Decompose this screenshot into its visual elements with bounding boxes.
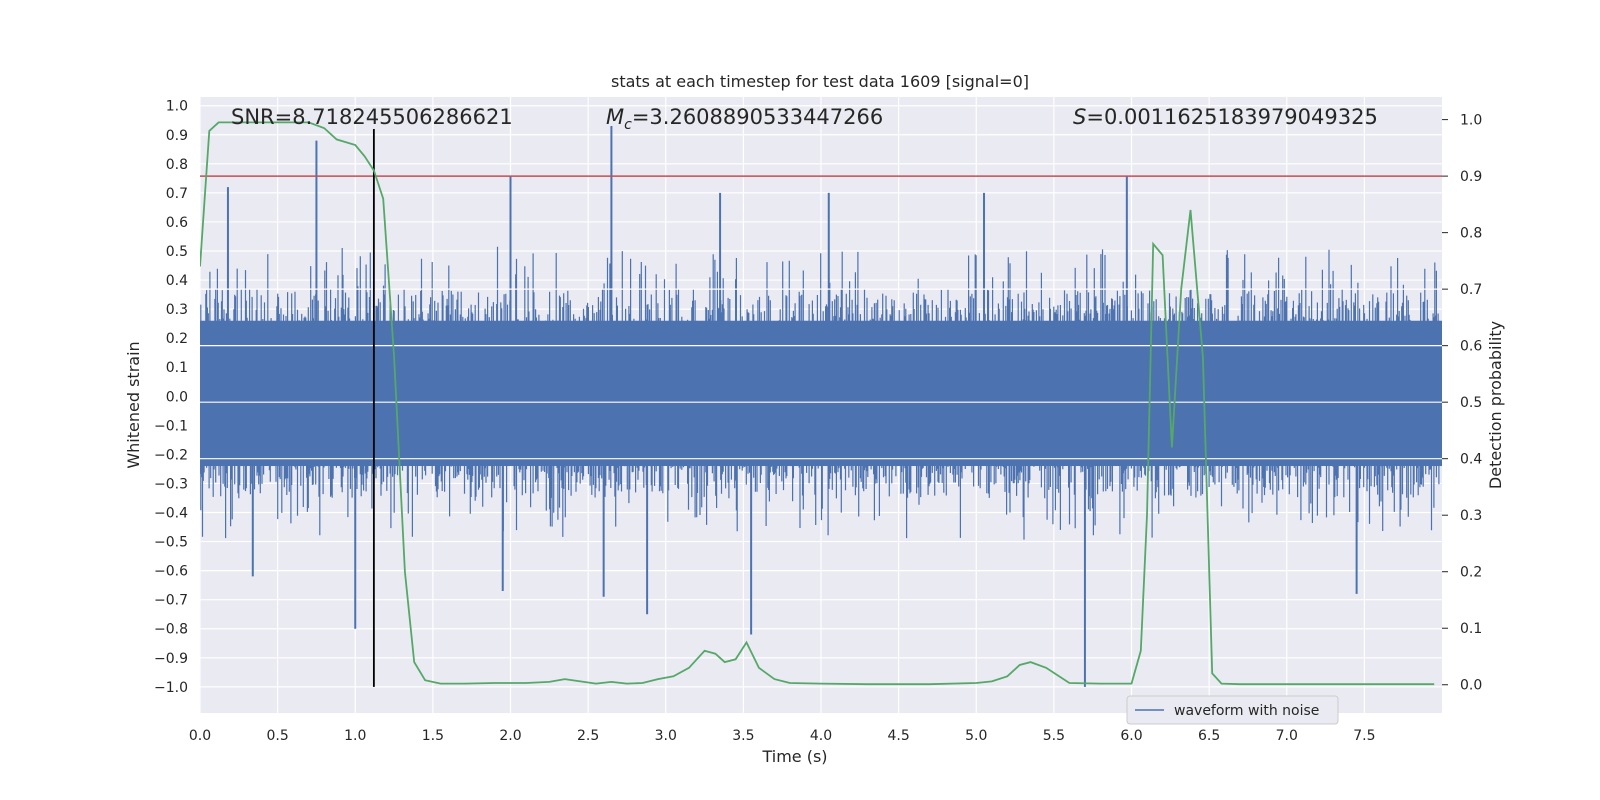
chart-title: stats at each timestep for test data 160… — [611, 72, 1029, 91]
y-left-tick-label: 0.0 — [166, 389, 188, 405]
y-left-tick-label: −0.7 — [154, 593, 188, 609]
waveform-core — [200, 320, 1442, 467]
y-left-tick-label: 0.3 — [166, 302, 188, 318]
legend-label: waveform with noise — [1174, 703, 1319, 719]
legend-box — [1126, 695, 1339, 725]
y-left-tick-label: 0.2 — [166, 331, 188, 347]
x-tick-label: 1.5 — [422, 728, 444, 744]
x-tick-label: 3.5 — [732, 728, 754, 744]
y-left-tick-label: −0.1 — [154, 418, 188, 434]
x-tick-label: 1.0 — [344, 728, 366, 744]
y-right-tick-label: 0.3 — [1460, 508, 1482, 524]
x-tick-label: 5.5 — [1043, 728, 1065, 744]
x-tick-label: 0.0 — [189, 728, 211, 744]
s-symbol: S — [1073, 105, 1086, 129]
chirp-mass-symbol: M — [606, 105, 624, 129]
x-tick-label: 0.5 — [266, 728, 288, 744]
y-right-tick-labels: 1.0 0.9 0.8 0.7 0.6 0.5 0.4 0.3 0.2 0.1 0.0 — [1442, 113, 1482, 694]
y-left-tick-label: −0.8 — [154, 622, 188, 638]
snr-annotation: SNR=8.718245506286621 — [231, 105, 513, 129]
s-value: =0.0011625183979049325 — [1086, 105, 1378, 129]
y-left-tick-label: −1.0 — [154, 680, 188, 696]
y-right-tick-label: 0.2 — [1460, 565, 1482, 581]
y-left-tick-label: 0.6 — [166, 215, 188, 231]
s-annotation: S=0.0011625183979049325 — [1073, 105, 1378, 129]
overlay — [200, 121, 1442, 687]
detection-probability-line — [200, 121, 1435, 686]
y-left-tick-label: 0.7 — [166, 186, 188, 202]
x-tick-label: 3.0 — [655, 728, 677, 744]
x-tick-label: 5.0 — [965, 728, 987, 744]
y-left-tick-label: −0.2 — [154, 447, 188, 463]
waveform-series — [200, 126, 1442, 687]
x-tick-label: 2.5 — [577, 728, 599, 744]
x-tick-label: 7.0 — [1276, 728, 1298, 744]
y-right-tick-label: 0.0 — [1460, 678, 1482, 694]
x-tick-label: 6.5 — [1198, 728, 1220, 744]
chirp-mass-subscript: c — [624, 117, 632, 133]
y-right-tick-label: 0.9 — [1460, 169, 1482, 185]
y-right-tick-label: 0.1 — [1460, 621, 1482, 637]
y-right-tick-label: 0.8 — [1460, 226, 1482, 242]
y-left-tick-label: 0.9 — [166, 128, 188, 144]
y-left-tick-label: 0.4 — [166, 273, 188, 289]
x-tick-label: 2.0 — [499, 728, 521, 744]
y-left-tick-label: 0.8 — [166, 157, 188, 173]
x-tick-label: 7.5 — [1353, 728, 1375, 744]
y-left-tick-label: −0.4 — [154, 506, 188, 522]
y-left-tick-labels: 1.0 0.9 0.8 0.7 0.6 0.5 0.4 0.3 0.2 0.1 0.0 −0.1 −0.… — [154, 99, 188, 696]
y-right-tick-label: 0.6 — [1460, 339, 1482, 355]
y-left-tick-label: −0.3 — [154, 476, 188, 492]
y-left-tick-label: −0.6 — [154, 564, 188, 580]
y-left-tick-label: 0.5 — [166, 244, 188, 260]
y-left-tick-label: −0.9 — [154, 651, 188, 667]
x-tick-label: 6.0 — [1120, 728, 1142, 744]
y-right-tick-label: 0.7 — [1460, 282, 1482, 298]
y-right-tick-label: 1.0 — [1460, 113, 1482, 129]
y-right-tick-label: 0.5 — [1460, 395, 1482, 411]
y-left-tick-label: 1.0 — [166, 99, 188, 115]
x-tick-labels: 0.0 0.5 1.0 1.5 2.0 2.5 3.0 3.5 4.0 4.5 5.0 5.5 6.0 6… — [189, 728, 1376, 744]
y-right-axis-label: Detection probability — [1486, 321, 1505, 489]
y-left-tick-label: 0.1 — [166, 360, 188, 376]
chirp-mass-value: =3.2608890533447266 — [632, 105, 883, 129]
x-axis-label: Time (s) — [761, 747, 827, 766]
legend: waveform with noise — [1126, 695, 1339, 725]
chirp-mass-annotation: Mc=3.2608890533447266 — [606, 105, 883, 133]
y-left-tick-label: −0.5 — [154, 535, 188, 551]
y-right-tick-label: 0.4 — [1460, 452, 1482, 468]
x-tick-label: 4.5 — [887, 728, 909, 744]
y-left-axis-label: Whitened strain — [124, 341, 143, 468]
x-tick-label: 4.0 — [810, 728, 832, 744]
